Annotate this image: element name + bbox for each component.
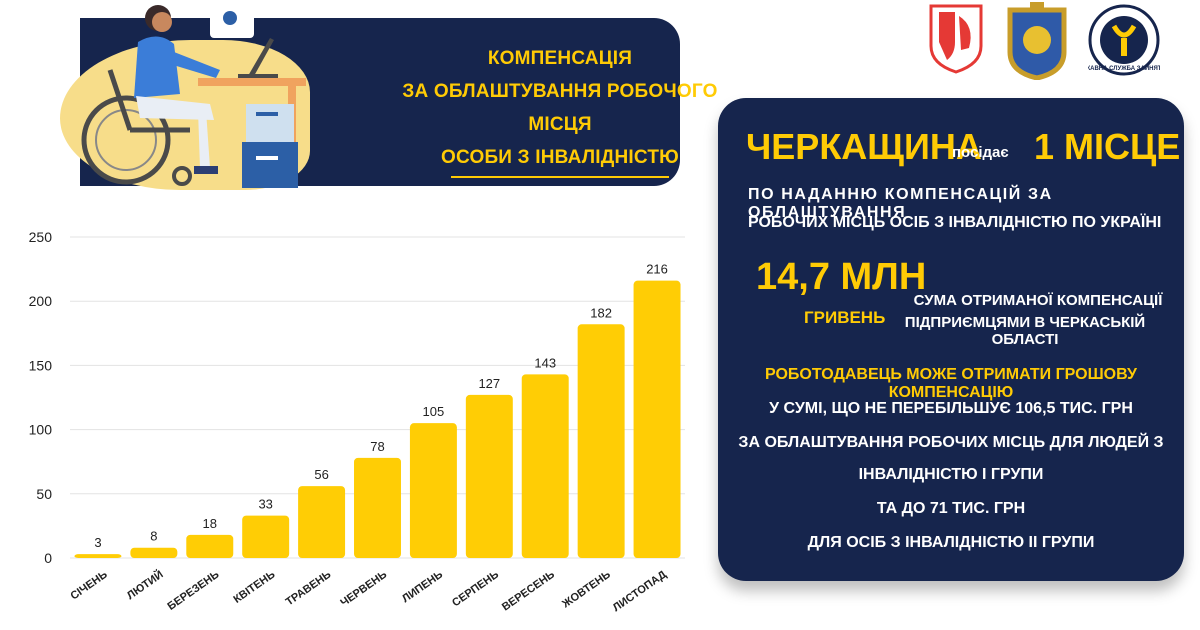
info-line5: ТА ДО 71 ТИС. ГРН bbox=[876, 500, 1026, 517]
x-category-label: ЛИСТОПАД bbox=[611, 569, 669, 615]
compensation-amount: 14,7 МЛН bbox=[756, 256, 927, 298]
header-title-line1: КОМПЕНСАЦІЯ bbox=[487, 48, 633, 69]
bar-value-label: 56 bbox=[314, 467, 328, 482]
amount-description-line1: СУМА ОТРИМАНОЇ КОМПЕНСАЦІЇ bbox=[913, 292, 1163, 309]
x-category-label: ЛИПЕНЬ bbox=[400, 569, 445, 606]
bar-value-label: 105 bbox=[423, 404, 445, 419]
info-line1: РОБОТОДАВЕЦЬ МОЖЕ ОТРИМАТИ ГРОШОВУ КОМПЕ… bbox=[764, 366, 1137, 401]
x-category-label: СІЧЕНЬ bbox=[68, 569, 109, 603]
ranking-verb: посідає bbox=[952, 144, 1009, 161]
monthly-compensation-bar-chart: 0 50 100 150 200 250 3 СІЧЕНЬ 8 ЛЮТИЙ 18 БЕРЕЗЕНЬ 33… bbox=[29, 229, 685, 615]
logo-caption: ДЕРЖАВНА СЛУЖБА ЗАЙНЯТОСТІ bbox=[1088, 64, 1160, 72]
x-category-label: ЧЕРВЕНЬ bbox=[338, 569, 389, 610]
bar-value-label: 33 bbox=[258, 497, 272, 512]
x-category-label: ЛЮТИЙ bbox=[124, 568, 165, 602]
y-tick-label: 250 bbox=[29, 229, 53, 245]
header-title-line3: ОСОБИ З ІНВАЛІДНІСТЮ bbox=[441, 147, 679, 168]
bar-value-label: 182 bbox=[590, 305, 612, 320]
y-tick-label: 100 bbox=[29, 422, 53, 438]
header-title-line2: ЗА ОБЛАШТУВАННЯ РОБОЧОГО МІСЦЯ bbox=[402, 81, 718, 135]
bar-1 bbox=[74, 554, 122, 558]
x-category-label: ТРАВЕНЬ bbox=[284, 569, 334, 609]
bar-11 bbox=[633, 280, 681, 558]
y-tick-label: 150 bbox=[29, 357, 53, 373]
city-emblem-icon bbox=[929, 4, 983, 74]
y-tick-label: 200 bbox=[29, 293, 53, 309]
x-category-label: СЕРПЕНЬ bbox=[450, 569, 501, 610]
bar-value-label: 78 bbox=[370, 439, 384, 454]
region-name: ЧЕРКАЩИНА bbox=[746, 126, 982, 167]
bar-3 bbox=[186, 534, 234, 558]
bar-value-label: 8 bbox=[150, 529, 157, 544]
compensation-currency: ГРИВЕНЬ bbox=[804, 308, 886, 327]
bar-value-label: 3 bbox=[94, 535, 101, 550]
x-category-label: ВЕРЕСЕНЬ bbox=[500, 569, 557, 614]
ranking-description-line2: РОБОЧИХ МІСЦЬ ОСІБ З ІНВАЛІДНІСТЮ ПО УКР… bbox=[748, 214, 1162, 231]
ranking-place: 1 МІСЦЕ bbox=[1034, 126, 1181, 167]
bar-value-label: 18 bbox=[203, 516, 217, 531]
info-line3: ЗА ОБЛАШТУВАННЯ РОБОЧИХ МІСЦЬ ДЛЯ ЛЮДЕЙ … bbox=[738, 434, 1164, 451]
y-tick-label: 50 bbox=[36, 486, 52, 502]
bar-6 bbox=[354, 457, 401, 558]
employment-service-logo-icon: ДЕРЖАВНА СЛУЖБА ЗАЙНЯТОСТІ bbox=[1088, 4, 1160, 76]
info-line2: У СУМІ, ЩО НЕ ПЕРЕБІЛЬШУЄ 106,5 ТИС. ГРН bbox=[769, 400, 1133, 417]
x-category-label: ЖОВТЕНЬ bbox=[559, 569, 612, 611]
bar-5 bbox=[298, 486, 346, 558]
bar-9 bbox=[521, 374, 569, 558]
bar-value-label: 216 bbox=[646, 262, 668, 277]
info-line6: ДЛЯ ОСІБ З ІНВАЛІДНІСТЮ ІІ ГРУПИ bbox=[807, 534, 1095, 551]
bar-4 bbox=[242, 515, 290, 558]
bar-8 bbox=[465, 394, 513, 558]
bar-2 bbox=[130, 547, 178, 558]
info-panel: ЧЕРКАЩИНА посідає 1 МІСЦЕ ПО НАДАННЮ КОМ… bbox=[718, 98, 1184, 581]
wheelchair-worker-illustration bbox=[81, 5, 306, 188]
bar-10 bbox=[577, 324, 625, 558]
bar-7 bbox=[409, 423, 457, 558]
ranking-description-line1: ПО НАДАННЮ КОМПЕНСАЦІЙ ЗА ОБЛАШТУВАННЯ bbox=[748, 186, 1053, 221]
y-tick-label: 0 bbox=[44, 550, 52, 566]
info-line4: ІНВАЛІДНІСТЮ І ГРУПИ bbox=[858, 466, 1044, 483]
x-category-label: КВІТЕНЬ bbox=[232, 569, 278, 606]
x-category-label: БЕРЕЗЕНЬ bbox=[165, 569, 221, 613]
bar-value-label: 127 bbox=[478, 376, 500, 391]
header-divider bbox=[451, 176, 669, 178]
amount-description-line2: ПІДПРИЄМЦЯМИ В ЧЕРКАСЬКІЙ ОБЛАСТІ bbox=[904, 314, 1146, 348]
header-title: КОМПЕНСАЦІЯ ЗА ОБЛАШТУВАННЯ РОБОЧОГО МІС… bbox=[380, 42, 740, 219]
oblast-coat-of-arms-icon bbox=[1007, 2, 1067, 80]
bar-value-label: 143 bbox=[534, 355, 556, 370]
header-date: У СІЧНІ -ЛИСТОПАДІ 2024 РОКУ bbox=[424, 193, 696, 212]
